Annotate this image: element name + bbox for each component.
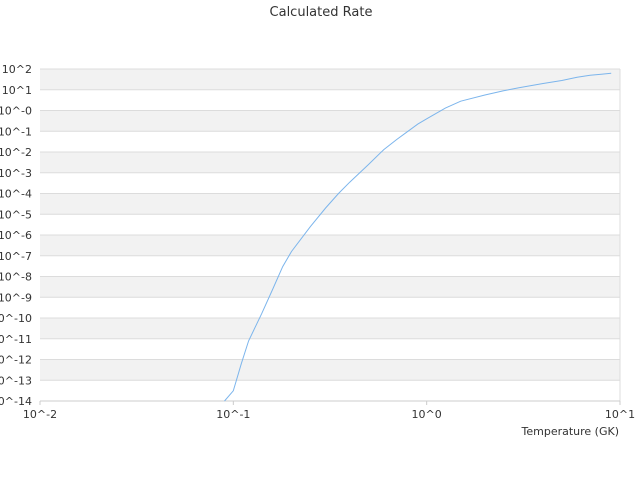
plot-band [40, 69, 620, 90]
plot-band [40, 235, 620, 256]
plot-band [40, 380, 620, 401]
plot-band [40, 131, 620, 152]
x-axis-ticks: 10^-2 10^-1 10^0 10^1 [23, 401, 635, 421]
y-tick-label: 10^-1 [0, 125, 32, 138]
chart-title: Calculated Rate [270, 5, 373, 20]
y-tick-label: 10^-3 [0, 167, 32, 180]
plot-band [40, 90, 620, 111]
x-tick-label: 10^-1 [216, 408, 250, 421]
y-tick-label: 10^-10 [0, 312, 32, 325]
y-tick-label: 10^-6 [0, 229, 32, 242]
y-tick-label: 10^-0 [0, 105, 32, 118]
x-axis-label: Temperature (GK) [521, 425, 620, 438]
y-tick-label: 10^-14 [0, 395, 32, 408]
plot-band [40, 173, 620, 194]
plot-band [40, 360, 620, 381]
x-tick-label: 10^0 [412, 408, 442, 421]
plot-band [40, 214, 620, 235]
plot-band [40, 256, 620, 277]
y-tick-label: 10^-5 [0, 208, 32, 221]
plot-band [40, 297, 620, 318]
y-axis-ticks: 10^-14 10^-13 10^-12 10^-11 10^-10 10^-9 10^-8… [0, 63, 32, 408]
y-tick-label: 10^-11 [0, 333, 32, 346]
y-tick-label: 10^-7 [0, 250, 32, 263]
plot-band [40, 194, 620, 215]
y-tick-label: 10^-12 [0, 354, 32, 367]
y-tick-label: 10^-9 [0, 291, 32, 304]
plot-band [40, 277, 620, 298]
y-tick-label: 10^-8 [0, 271, 32, 284]
y-tick-label: 10^-2 [0, 146, 32, 159]
y-tick-label: 10^-13 [0, 374, 32, 387]
plot-band [40, 152, 620, 173]
plot-band [40, 111, 620, 132]
y-tick-label: 10^2 [2, 63, 32, 76]
x-tick-label: 10^-2 [23, 408, 57, 421]
plot-band [40, 339, 620, 360]
plot-band [40, 318, 620, 339]
y-tick-label: 10^1 [2, 84, 32, 97]
x-tick-label: 10^1 [605, 408, 635, 421]
y-tick-label: 10^-4 [0, 188, 32, 201]
